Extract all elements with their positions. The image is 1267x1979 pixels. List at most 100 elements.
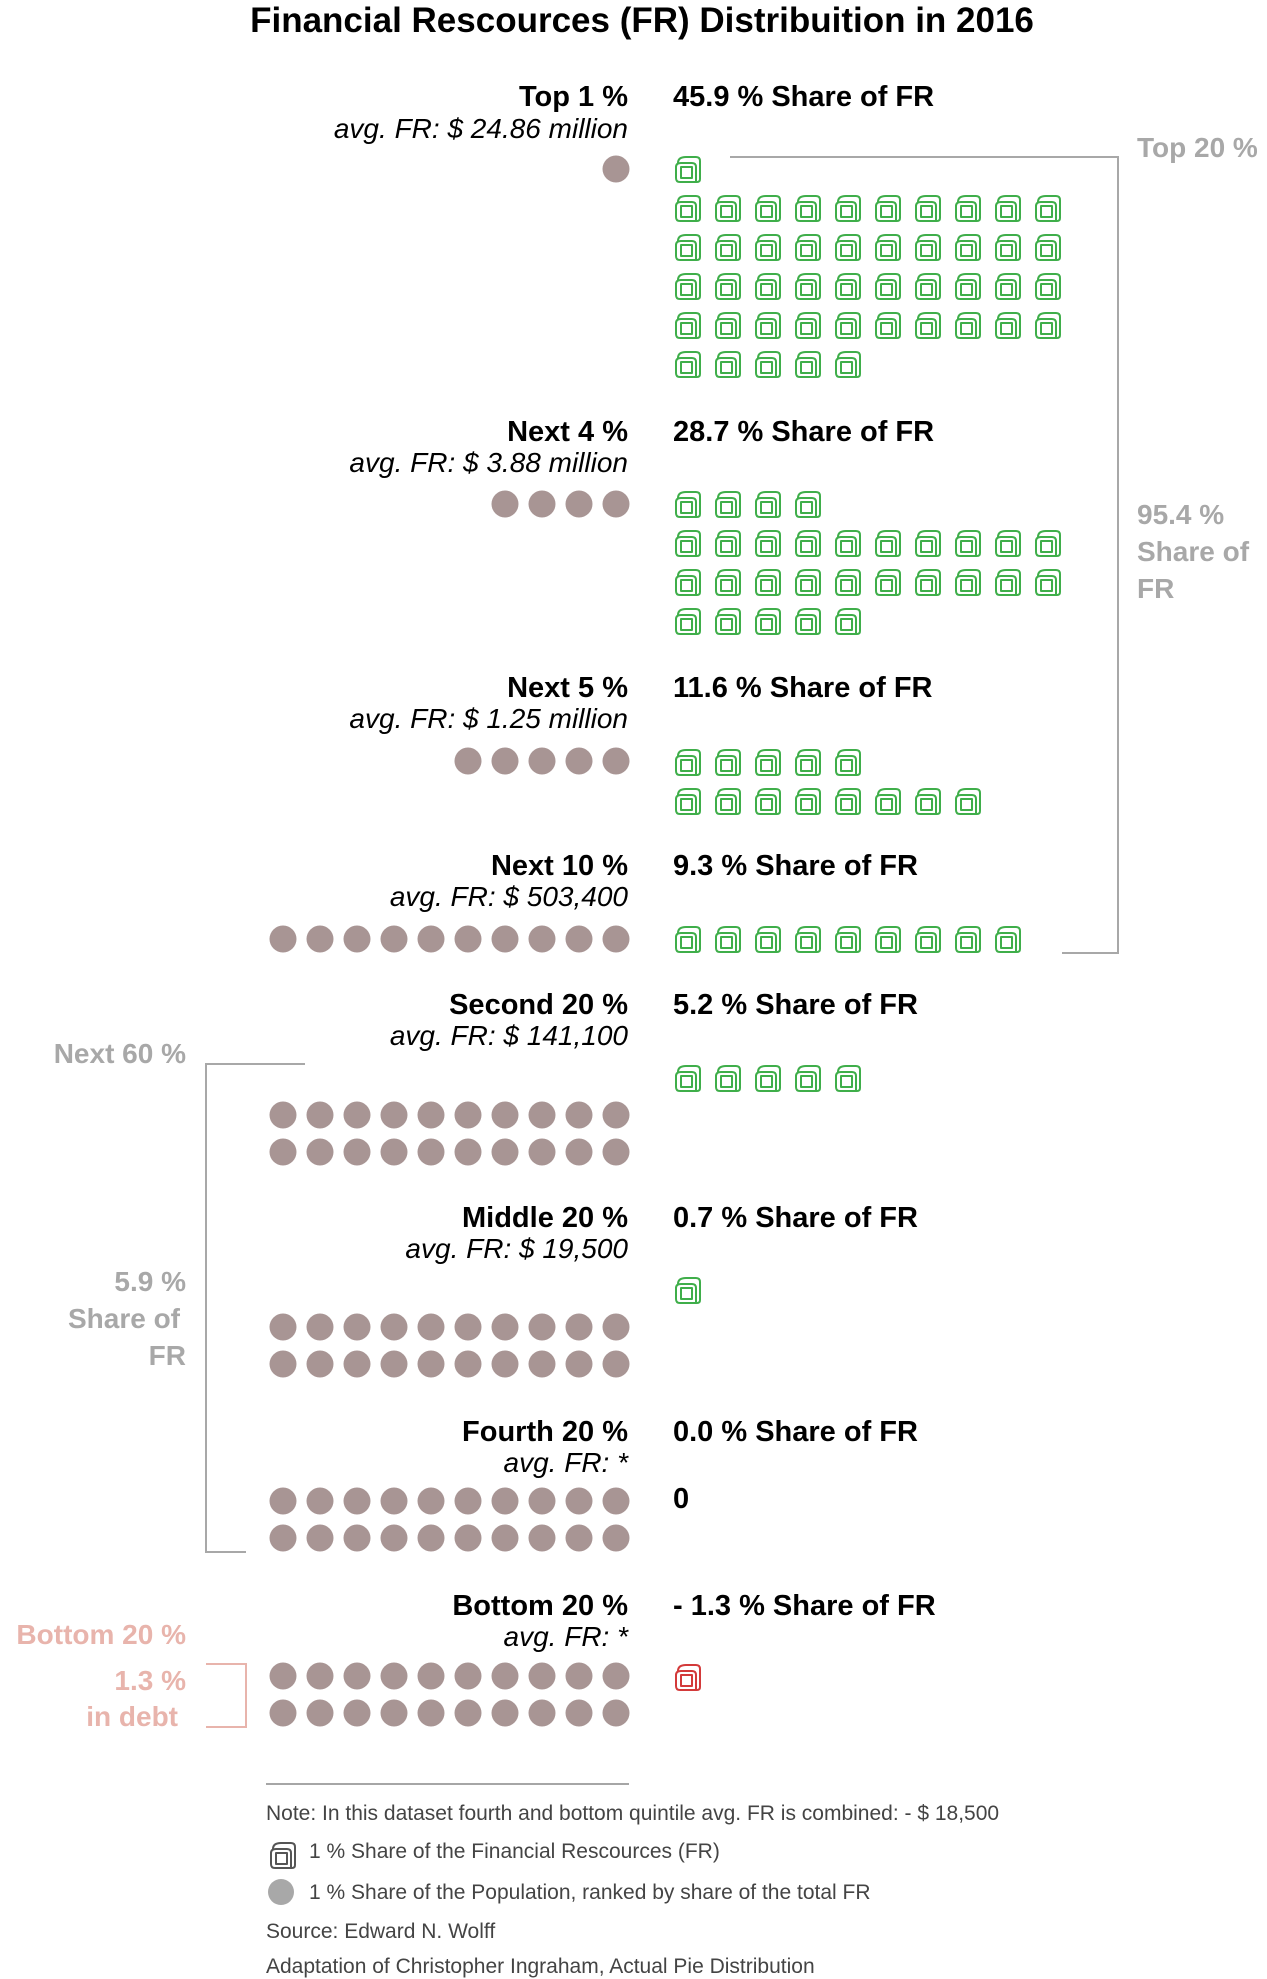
population-dot (269, 925, 297, 953)
money-icon (835, 1065, 861, 1092)
population-dot (380, 1350, 408, 1378)
group-3: Next 10 % avg. FR: $ 503,400 9.3 % Share… (390, 850, 918, 912)
legend-money-icon (270, 1842, 296, 1869)
population-dot (417, 1487, 445, 1515)
population-dot (306, 1350, 334, 1378)
population-dot (602, 155, 630, 183)
population-dot (491, 1662, 519, 1690)
group-avg: avg. FR: * (504, 1621, 630, 1652)
legend-dot-label: 1 % Share of the Population, ranked by s… (309, 1881, 871, 1904)
group-name: Next 5 % (507, 672, 628, 704)
money-icon (915, 234, 941, 261)
population-dot (417, 1350, 445, 1378)
population-dot (417, 1662, 445, 1690)
bottom20-bracket: Bottom 20 % 1.3 % in debt (16, 1619, 247, 1732)
population-dot (602, 1313, 630, 1341)
population-dot (528, 1662, 556, 1690)
population-dot (343, 1101, 371, 1129)
population-dot (491, 1524, 519, 1552)
top20-bracket: Top 20 % 95.4 % Share of FR (730, 132, 1258, 954)
money-icon (1035, 195, 1061, 222)
money-icon (755, 569, 781, 596)
population-dot (417, 1313, 445, 1341)
chart-title: Financial Rescources (FR) Distribuition … (250, 1, 1034, 40)
money-icon (835, 788, 861, 815)
money-icon (715, 273, 741, 300)
money-icon (675, 491, 701, 518)
population-dot (602, 490, 630, 518)
population-dot (528, 490, 556, 518)
money-icon (675, 156, 701, 183)
money-icon (755, 788, 781, 815)
population-dot (491, 925, 519, 953)
population-dot (380, 1487, 408, 1515)
next60-share-line-1: 5.9 % (114, 1266, 186, 1297)
group-name: Next 10 % (491, 850, 628, 882)
population-dot (602, 1138, 630, 1166)
population-dot (602, 1350, 630, 1378)
population-dot (528, 1524, 556, 1552)
money-icon (795, 608, 821, 635)
money-icon (715, 569, 741, 596)
money-icon (795, 351, 821, 378)
money-icon (795, 530, 821, 557)
population-dot (343, 1699, 371, 1727)
money-icon (835, 312, 861, 339)
population-dot (454, 1350, 482, 1378)
money-icon (915, 530, 941, 557)
money-icon (995, 195, 1021, 222)
population-dot (528, 925, 556, 953)
population-dot (602, 1699, 630, 1727)
money-icon (995, 569, 1021, 596)
money-icon (875, 234, 901, 261)
top20-share-line-2: Share of (1137, 536, 1250, 567)
population-dot (380, 925, 408, 953)
group-1: Next 4 % avg. FR: $ 3.88 million 28.7 % … (349, 416, 934, 478)
group-name: Second 20 % (449, 989, 628, 1021)
population-dot (306, 1662, 334, 1690)
population-dot (269, 1487, 297, 1515)
population-dot (602, 1524, 630, 1552)
population-dot (565, 925, 593, 953)
group-avg: avg. FR: $ 503,400 (390, 881, 629, 912)
population-dot (491, 1699, 519, 1727)
money-icon (675, 1065, 701, 1092)
population-dot (343, 1662, 371, 1690)
money-icon (755, 491, 781, 518)
population-dot (269, 1350, 297, 1378)
money-icon (755, 234, 781, 261)
money-icon (755, 926, 781, 953)
population-dot (306, 925, 334, 953)
money-icon (715, 1065, 741, 1092)
population-dot (417, 1524, 445, 1552)
group-name: Middle 20 % (462, 1202, 628, 1234)
population-dot (343, 1524, 371, 1552)
money-icon (835, 351, 861, 378)
money-icon (795, 273, 821, 300)
bottom20-label: Bottom 20 % (16, 1619, 186, 1650)
group-5: Middle 20 % avg. FR: $ 19,500 0.7 % Shar… (405, 1202, 918, 1264)
group-4: Second 20 % avg. FR: $ 141,100 5.2 % Sha… (390, 989, 918, 1051)
population-dot (380, 1662, 408, 1690)
money-icon (1035, 273, 1061, 300)
population-dot (380, 1313, 408, 1341)
group-0: Top 1 % avg. FR: $ 24.86 million 45.9 % … (334, 81, 934, 144)
population-dot (454, 925, 482, 953)
population-dot (454, 1313, 482, 1341)
money-icon (795, 569, 821, 596)
population-dot (491, 1138, 519, 1166)
money-icon (795, 195, 821, 222)
group-name: Top 1 % (519, 81, 628, 113)
next60-label: Next 60 % (54, 1038, 186, 1069)
money-icon (955, 195, 981, 222)
population-dot (528, 1487, 556, 1515)
group-avg: avg. FR: $ 19,500 (405, 1233, 628, 1264)
population-dot (417, 925, 445, 953)
population-dot (269, 1101, 297, 1129)
legend-person-dot (268, 1879, 294, 1905)
group-share: 9.3 % Share of FR (673, 850, 918, 882)
group-6: Fourth 20 % avg. FR: * 0.0 % Share of FR… (462, 1416, 918, 1515)
group-name: Next 4 % (507, 416, 628, 448)
money-icon (795, 234, 821, 261)
money-icon (915, 926, 941, 953)
